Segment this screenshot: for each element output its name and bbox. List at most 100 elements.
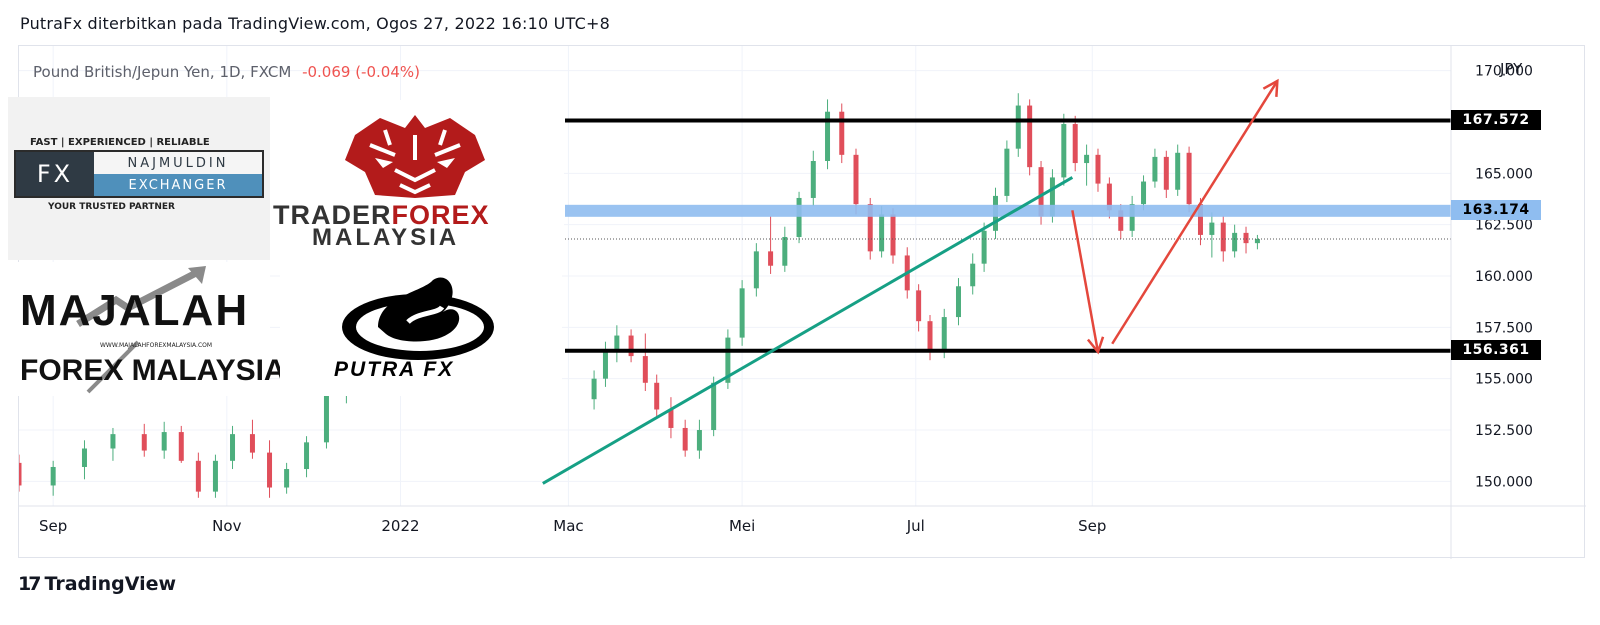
candle-body [1186, 152, 1192, 205]
price-tick-label: 162.500 [1475, 218, 1533, 234]
time-tick-label: Mac [553, 517, 583, 535]
price-tick-label: 165.000 [1475, 166, 1533, 182]
candle-body [195, 460, 201, 492]
najmuldin-exchanger-logo: FAST | EXPERIENCED | RELIABLE FX NAJMULD… [8, 97, 270, 260]
candle-body [81, 448, 87, 467]
fx-name1: NAJMULDIN [94, 152, 262, 174]
candle-body [1129, 204, 1135, 231]
candle-body [696, 430, 702, 451]
price-tick-label: 157.500 [1475, 320, 1533, 336]
fx-mark: FX [16, 152, 94, 196]
price-tick-label: 155.000 [1475, 372, 1533, 388]
candle-body [739, 288, 745, 338]
candle-body [1061, 124, 1067, 178]
candle-body [1141, 181, 1147, 205]
candle-body [249, 434, 255, 453]
majalah-subtitle: FOREX MALAYSIA [20, 354, 286, 387]
candle-body [668, 409, 674, 428]
price-axis: 150.000 152.500 155.000 157.500 160.000 162.5… [19, 46, 1586, 559]
trader-word: TRADER [273, 200, 392, 230]
fx-tagline2: YOUR TRUSTED PARTNER [48, 202, 175, 212]
symbol-name: Pound British/Jepun Yen, 1D, FXCM [33, 63, 292, 81]
arrow-head [1086, 336, 1105, 355]
candle-body [50, 466, 56, 486]
fx-tagline: FAST | EXPERIENCED | RELIABLE [30, 137, 210, 148]
candle-body [1220, 222, 1226, 252]
time-tick-label: 2022 [381, 517, 419, 535]
candle-body [212, 460, 218, 492]
tradingview-label: TradingView [44, 573, 177, 595]
majalah-url: WWW.MAJALAHFOREXMALAYSIA.COM [100, 342, 213, 349]
candle-series [19, 93, 1260, 498]
symbol-legend: Pound British/Jepun Yen, 1D, FXCM -0.069… [33, 63, 420, 81]
candle-body [1254, 239, 1260, 244]
candle-body [110, 434, 116, 449]
arrow-head [1262, 78, 1279, 97]
candle-body [141, 434, 147, 451]
candle-body [1084, 154, 1090, 164]
price-tick-label: 150.000 [1475, 474, 1533, 490]
candle-body [1015, 105, 1021, 149]
candle-body [1232, 232, 1238, 252]
chart-plot[interactable]: 150.000 152.500 155.000 157.500 160.000 162.5… [19, 46, 1586, 559]
candle-body [853, 154, 859, 205]
malaysia-word: MALAYSIA [312, 224, 460, 251]
candle-body [768, 251, 774, 266]
candle-body [725, 337, 731, 383]
putra-fx-logo: PUTRA FX [280, 262, 562, 396]
candle-body [1049, 177, 1055, 217]
time-tick-label: Nov [212, 517, 241, 535]
majalah-title: MAJALAH [20, 286, 250, 335]
candle-body [178, 432, 184, 461]
candle-body [682, 427, 688, 451]
candle-body [323, 395, 329, 443]
trend-lines [542, 78, 1279, 485]
candle-body [1027, 105, 1033, 168]
candle-body [1163, 156, 1169, 190]
price-tick-label: 160.000 [1475, 269, 1533, 285]
currency-label: JPY [1500, 60, 1523, 78]
price-tick-label: 152.500 [1475, 423, 1533, 439]
candle-body [1175, 152, 1181, 190]
projection-arrow [1071, 210, 1100, 353]
candle-body [753, 251, 759, 289]
candle-body [867, 204, 873, 252]
candle-body [810, 161, 816, 198]
putra-swoosh-icon [342, 277, 494, 360]
candle-body [284, 469, 290, 488]
chart-frame[interactable]: 150.000 152.500 155.000 157.500 160.000 162.5… [18, 45, 1586, 559]
candle-body [654, 382, 660, 410]
tradingview-brand[interactable]: 17 TradingView [18, 573, 176, 595]
candle-body [927, 321, 933, 350]
candle-body [1197, 204, 1203, 235]
candle-body [1038, 167, 1044, 217]
symbol-change: -0.069 (-0.04%) [302, 63, 420, 81]
time-tick-label: Sep [39, 517, 67, 535]
candle-body [711, 382, 717, 431]
candle-body [304, 442, 310, 470]
growth-arrow-icon [76, 266, 206, 394]
candle-body [890, 214, 896, 256]
uptrend-line [542, 176, 1074, 485]
candle-body [19, 462, 22, 486]
candle-body [941, 317, 947, 350]
majalah-forex-logo: MAJALAH WWW.MAJALAHFOREXMALAYSIA.COM FOR… [8, 262, 286, 396]
candle-body [591, 378, 597, 400]
candle-body [916, 290, 922, 322]
candle-body [1118, 210, 1124, 231]
candle-body [1106, 183, 1112, 211]
fx-name2: EXCHANGER [94, 174, 262, 196]
candle-body [879, 214, 885, 252]
publish-info: PutraFx diterbitkan pada TradingView.com… [20, 14, 610, 33]
tiger-icon [345, 115, 485, 198]
candle-body [955, 286, 961, 318]
candle-body [628, 335, 634, 357]
candle-body [796, 197, 802, 237]
tradingview-logo-icon: 17 [18, 573, 42, 595]
forex-word: FOREX [391, 200, 490, 230]
candle-body [839, 111, 845, 155]
candle-body [161, 432, 167, 451]
projection-arrow [1111, 80, 1279, 345]
price-level-tag: 167.572 [1451, 109, 1541, 130]
candle-body [970, 263, 976, 287]
